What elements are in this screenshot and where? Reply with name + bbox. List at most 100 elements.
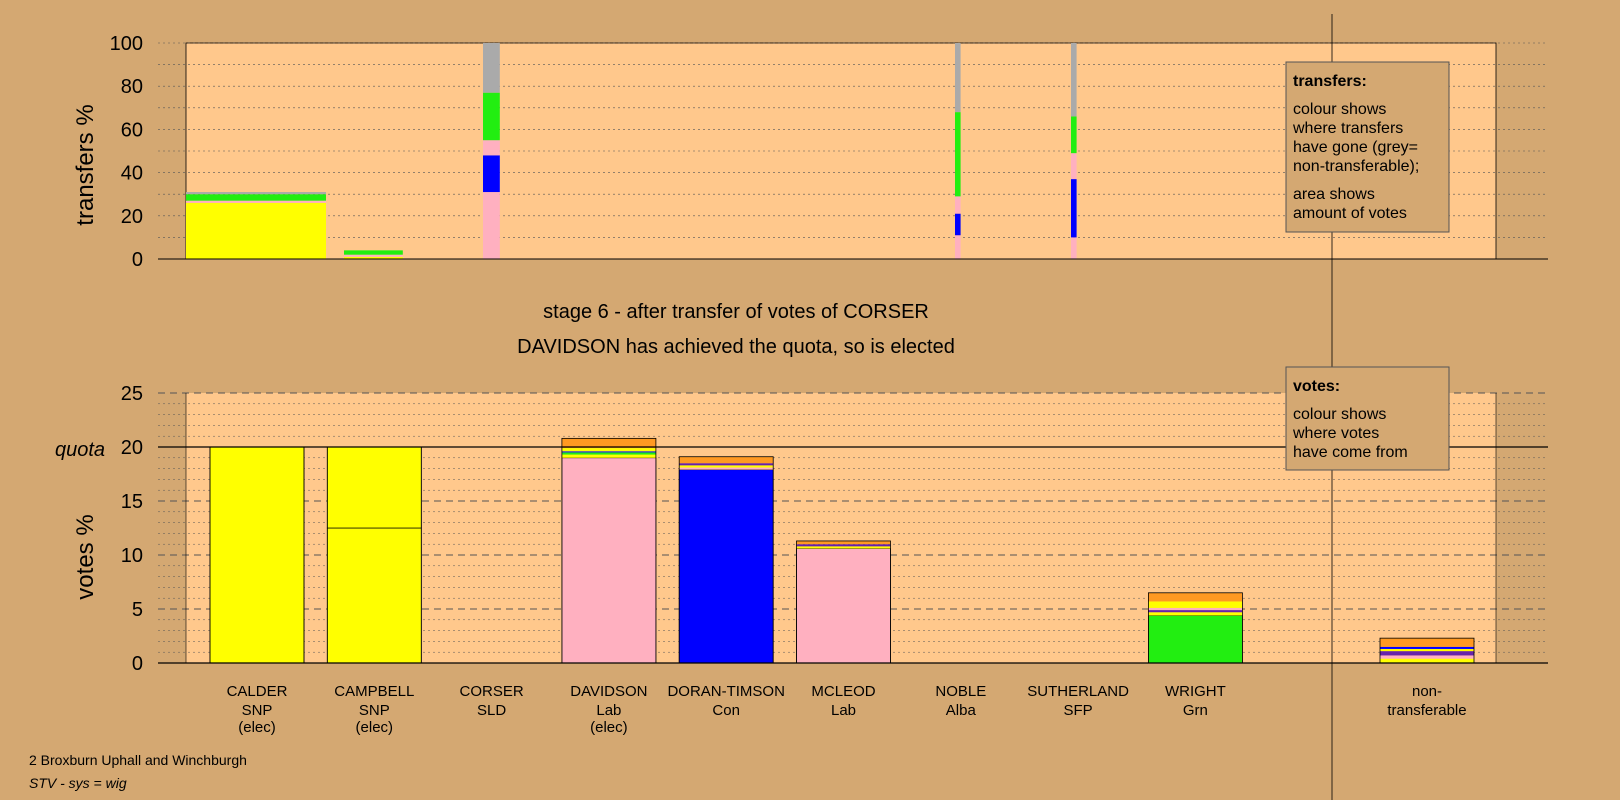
votes-legend-line: have come from xyxy=(1293,444,1408,461)
vote-segment xyxy=(326,527,422,664)
candidate-party-label: Lab xyxy=(831,702,856,719)
candidate-name-label: NOBLE xyxy=(935,683,986,700)
votes-tick-label: 15 xyxy=(121,491,143,513)
transfer-segment xyxy=(483,155,500,193)
candidate-name-label: MCLEOD xyxy=(811,683,875,700)
transfers-tick-label: 20 xyxy=(121,206,143,228)
vote-segment xyxy=(561,457,657,664)
votes-tick-label: 5 xyxy=(132,599,143,621)
votes-legend-line: colour shows xyxy=(1293,406,1386,423)
candidate-name-label: CALDER xyxy=(227,683,288,700)
vote-segment xyxy=(796,540,891,545)
transfer-segment xyxy=(955,235,961,259)
candidate-name-label: WRIGHT xyxy=(1165,683,1226,700)
transfer-segment xyxy=(1071,116,1077,154)
candidate-name-label: DAVIDSON xyxy=(570,683,647,700)
transfers-legend-line: non-transferable); xyxy=(1293,158,1419,175)
candidate-name-label: non- xyxy=(1412,683,1442,700)
transfers-legend-line: where transfers xyxy=(1292,120,1403,137)
vote-segment xyxy=(561,438,656,449)
candidate-party-label: SFP xyxy=(1064,702,1093,719)
vote-segment xyxy=(561,451,656,453)
candidate-party-label: Con xyxy=(712,702,740,719)
footer-ward: 2 Broxburn Uphall and Winchburgh xyxy=(29,752,247,768)
vote-segment xyxy=(1380,658,1474,663)
transfers-legend: transfers: colour shows where transfers … xyxy=(1285,61,1450,233)
transfers-legend-line: colour shows xyxy=(1293,101,1386,118)
transfers-legend-line: have gone (grey= xyxy=(1293,139,1418,156)
vote-segment xyxy=(796,548,891,664)
transfers-tick-label: 80 xyxy=(121,76,143,98)
vote-segment xyxy=(561,452,656,455)
vote-segment xyxy=(679,467,774,470)
vote-segment xyxy=(1380,648,1474,652)
transfer-segment xyxy=(483,140,500,156)
transfers-legend-box xyxy=(1285,61,1450,233)
transfer-segment xyxy=(955,43,961,113)
transfer-segment xyxy=(483,92,500,141)
candidate-note-label: (elec) xyxy=(238,719,276,736)
vote-segment xyxy=(1148,610,1243,613)
candidate-party-label: Alba xyxy=(946,702,977,719)
transfer-segment xyxy=(186,202,326,259)
vote-segment xyxy=(679,465,774,468)
vote-segment xyxy=(679,463,774,466)
vote-segment xyxy=(1148,601,1243,608)
transfer-segment xyxy=(186,192,326,195)
vote-segment xyxy=(1380,655,1474,659)
candidate-name-label: DORAN-TIMSON xyxy=(667,683,785,700)
transfers-axis-title: transfers % xyxy=(72,104,99,225)
votes-axis-title: votes % xyxy=(72,514,99,599)
transfer-segment xyxy=(1071,179,1077,238)
votes-legend: votes: colour shows where votes have com… xyxy=(1285,366,1450,471)
candidate-party-label: SLD xyxy=(477,702,506,719)
vote-segment xyxy=(1148,612,1243,616)
transfer-segment xyxy=(186,200,326,203)
vote-segment xyxy=(561,454,656,458)
transfers-legend-line: area shows xyxy=(1293,186,1375,203)
axis-labels: CALDERSNP(elec)CAMPBELLSNP(elec)CORSERSL… xyxy=(55,33,1467,736)
candidate-name-label: CAMPBELL xyxy=(334,683,414,700)
candidate-name-label: CORSER xyxy=(460,683,524,700)
stage-title: stage 6 - after transfer of votes of COR… xyxy=(543,301,929,323)
vote-segment xyxy=(679,456,774,464)
transfer-segment xyxy=(955,196,961,214)
transfers-legend-heading: transfers: xyxy=(1293,73,1367,90)
transfer-segment xyxy=(1071,43,1077,117)
vote-segment xyxy=(1380,638,1474,647)
transfer-segment xyxy=(955,112,961,197)
votes-tick-label: 25 xyxy=(121,383,143,405)
result-title: DAVIDSON has achieved the quota, so is e… xyxy=(517,336,955,358)
transfers-legend-line: amount of votes xyxy=(1293,205,1407,222)
votes-tick-label: 10 xyxy=(121,545,143,567)
votes-legend-line: where votes xyxy=(1292,425,1379,442)
vote-segment xyxy=(1380,646,1474,649)
transfer-segment xyxy=(1071,153,1077,180)
footer-system: STV - sys = wig xyxy=(29,775,127,791)
transfer-segment xyxy=(483,192,500,259)
vote-segment xyxy=(209,446,305,664)
transfer-segment xyxy=(955,213,961,236)
bars xyxy=(186,43,1475,664)
transfers-tick-label: 40 xyxy=(121,163,143,185)
transfer-segment xyxy=(186,194,326,201)
vote-segment xyxy=(796,544,891,547)
vote-segment xyxy=(1380,651,1474,656)
transfer-segment xyxy=(1071,237,1077,259)
transfer-segment xyxy=(344,250,403,255)
candidate-party-label: Lab xyxy=(596,702,621,719)
vote-segment xyxy=(1148,615,1243,664)
candidate-party-label: Grn xyxy=(1183,702,1208,719)
transfer-segment xyxy=(344,256,403,259)
candidate-note-label: (elec) xyxy=(590,719,628,736)
candidate-name-label: SUTHERLAND xyxy=(1027,683,1129,700)
transfer-segment xyxy=(344,254,403,257)
votes-legend-heading: votes: xyxy=(1293,378,1340,395)
candidate-party-label: SNP xyxy=(359,702,390,719)
vote-segment xyxy=(678,469,774,664)
transfers-tick-label: 0 xyxy=(132,249,143,271)
vote-segment xyxy=(796,546,891,549)
transfer-segment xyxy=(483,43,500,93)
quota-label: quota xyxy=(55,439,105,461)
